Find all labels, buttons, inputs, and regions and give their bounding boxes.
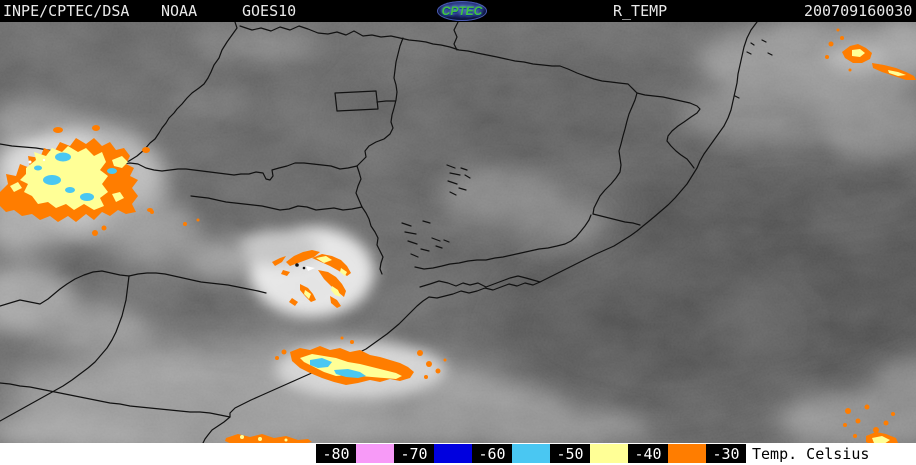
- border-es-rj: [592, 213, 641, 226]
- border-north: [239, 25, 638, 94]
- timestamp-label: 200709160030: [804, 2, 913, 20]
- legend-swatch: [590, 444, 628, 463]
- border-lower-eastwest: [190, 195, 363, 211]
- border-sp-rj: [419, 275, 541, 288]
- product-label: R_TEMP: [613, 2, 668, 20]
- agency-label: INPE/CPTEC/DSA: [3, 2, 130, 20]
- cptec-logo-icon: CPTEC: [437, 1, 487, 21]
- storm-cell-southeast: [843, 404, 898, 443]
- state-borders: [0, 22, 773, 443]
- legend-label: -80: [316, 444, 356, 463]
- temperature-legend: -80 -70 -60 -50 -40 -30: [316, 444, 746, 463]
- border-west-vertical: [356, 37, 404, 167]
- legend-label: -40: [628, 444, 668, 463]
- border-southeast-leg: [361, 206, 384, 275]
- legend-swatch: [356, 444, 394, 463]
- coast-islands: [734, 39, 773, 99]
- legend-footer: -80 -70 -60 -50 -40 -30 Temp. Celsius: [0, 443, 916, 465]
- legend-swatch: [512, 444, 550, 463]
- border-mg-rj: [414, 214, 592, 270]
- border-rect-connector: [376, 100, 396, 103]
- storm-cell-south-band: [275, 336, 447, 385]
- satellite-map: [0, 22, 916, 443]
- satellite-label: GOES10: [242, 2, 297, 20]
- lake-squiggles-central: [401, 220, 450, 258]
- lake-squiggles-east: [446, 164, 471, 196]
- legend-title: Temp. Celsius: [752, 445, 870, 463]
- border-junction-drop: [355, 165, 363, 208]
- satellite-image: [0, 22, 916, 443]
- border-sw-diagonal: [0, 275, 130, 422]
- border-east-wedge: [636, 92, 701, 169]
- legend-swatch: [434, 444, 472, 463]
- storm-cell-central: [272, 250, 351, 308]
- border-es-west: [592, 92, 638, 215]
- border-sw-lower: [0, 382, 231, 418]
- coastline: [202, 22, 758, 443]
- storm-overlays: [0, 28, 916, 443]
- legend-label: -50: [550, 444, 590, 463]
- border-district-rect: [334, 90, 379, 112]
- storm-cell-northwest: [0, 125, 200, 236]
- border-northwest-diagonal: [120, 22, 238, 165]
- border-upper-eastwest: [95, 156, 358, 181]
- legend-swatch: [668, 444, 706, 463]
- noise-texture: [0, 22, 916, 443]
- storm-cell-northeast: [825, 28, 916, 80]
- header-bar: INPE/CPTEC/DSA NOAA GOES10 CPTEC R_TEMP …: [0, 0, 916, 22]
- storm-streak-bottom: [225, 434, 312, 443]
- legend-label: -60: [472, 444, 512, 463]
- legend-label: -30: [706, 444, 746, 463]
- cptec-logo-text: CPTEC: [441, 4, 483, 18]
- legend-label: -70: [394, 444, 434, 463]
- network-label: NOAA: [161, 2, 198, 20]
- border-top-spur: [453, 22, 459, 51]
